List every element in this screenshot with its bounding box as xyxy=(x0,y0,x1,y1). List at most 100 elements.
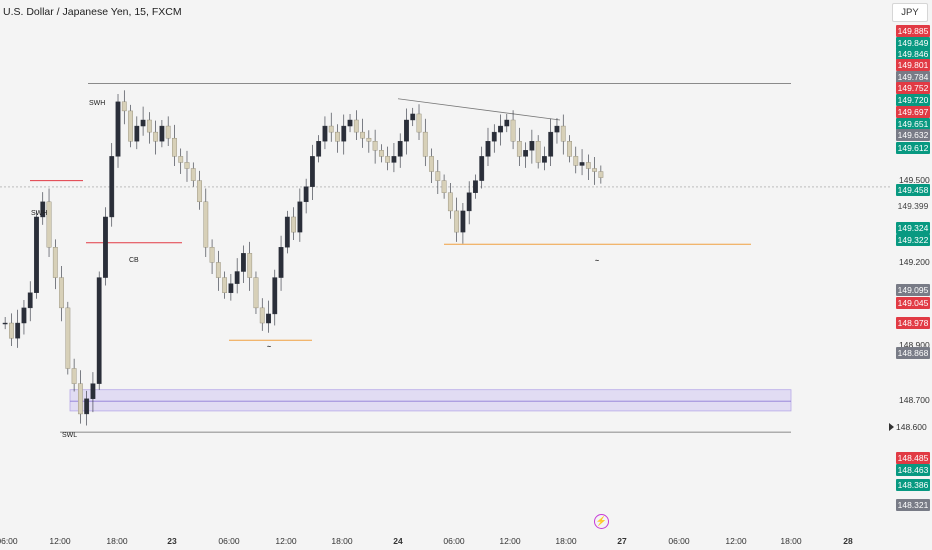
cursor-price-label: 148.600 xyxy=(896,422,927,432)
chart-title[interactable]: U.S. Dollar / Japanese Yen, 15, FXCM xyxy=(3,6,182,18)
candle-body xyxy=(560,125,566,142)
candle-body xyxy=(165,125,171,139)
price-tick: 148.900 xyxy=(899,340,930,350)
price-tick: 149.500 xyxy=(899,175,930,185)
candle-body xyxy=(247,253,253,278)
candle-body xyxy=(485,141,491,157)
candle-body xyxy=(523,150,529,157)
swh-label-left: SWH xyxy=(31,210,48,217)
time-label: 06:00 xyxy=(218,536,240,546)
price-label: 149.458 xyxy=(896,184,930,196)
price-label: 148.485 xyxy=(896,452,930,464)
candle-body xyxy=(178,156,184,163)
price-label: 149.045 xyxy=(896,297,930,309)
current-price-label: 149.399 xyxy=(897,201,929,211)
candle-body xyxy=(535,141,541,163)
time-label: 06:00 xyxy=(443,536,465,546)
price-label: 149.697 xyxy=(896,106,930,118)
candle-body xyxy=(548,131,554,157)
candle-body xyxy=(516,141,522,157)
price-label: 149.322 xyxy=(896,234,930,246)
candle-body xyxy=(491,131,497,142)
candle-body xyxy=(159,125,165,142)
time-label: 12:00 xyxy=(275,536,297,546)
time-label: 28 xyxy=(843,536,853,546)
candle-body xyxy=(297,201,303,233)
candle-body xyxy=(109,156,115,218)
price-label: 149.651 xyxy=(896,118,930,130)
cursor-arrow-icon xyxy=(889,423,894,431)
candle-body xyxy=(121,101,127,112)
currency-button[interactable]: JPY xyxy=(892,3,928,22)
candle-body xyxy=(46,201,52,248)
candle-body xyxy=(360,131,365,139)
candle-body xyxy=(291,216,296,233)
price-label: 149.784 xyxy=(896,71,930,83)
time-label: 12:00 xyxy=(725,536,747,546)
price-label: 149.846 xyxy=(896,48,930,60)
price-label: 149.095 xyxy=(896,284,930,296)
price-label: 149.324 xyxy=(896,222,930,234)
candle-body xyxy=(529,141,535,151)
candle-body xyxy=(259,307,265,324)
candle-body xyxy=(510,119,516,142)
candle-body xyxy=(59,277,64,309)
time-label: 06:00 xyxy=(668,536,690,546)
candle-body xyxy=(341,125,347,142)
candle-body xyxy=(585,162,591,169)
candle-body xyxy=(27,292,33,309)
price-label: 149.612 xyxy=(896,142,930,154)
candle-body xyxy=(128,110,133,142)
candle-body xyxy=(573,156,579,166)
candle-body xyxy=(184,162,190,169)
tilde-label-1: ~ xyxy=(267,344,272,351)
candle-body xyxy=(209,247,215,263)
candle-body xyxy=(404,119,409,142)
candle-body xyxy=(310,156,315,187)
candle-body xyxy=(335,131,340,142)
candle-body xyxy=(65,307,71,369)
candle-body xyxy=(278,247,284,278)
candle-body xyxy=(447,192,453,212)
price-label: 148.463 xyxy=(896,464,930,476)
candle-body xyxy=(2,322,8,325)
price-label: 148.978 xyxy=(896,317,930,329)
price-label: 149.632 xyxy=(896,129,930,141)
candle-body xyxy=(203,201,209,248)
candle-body xyxy=(96,277,102,384)
candle-body xyxy=(466,192,472,212)
candle-body xyxy=(397,141,403,157)
price-label: 149.752 xyxy=(896,82,930,94)
time-label: 18:00 xyxy=(106,536,128,546)
price-label: 149.720 xyxy=(896,94,930,106)
candle-body xyxy=(454,210,460,233)
price-tick: 148.700 xyxy=(899,395,930,405)
tilde-label-2: ~ xyxy=(595,258,600,265)
candle-body xyxy=(372,141,378,151)
time-label: 23 xyxy=(167,536,177,546)
time-label: 18:00 xyxy=(780,536,802,546)
candle-body xyxy=(153,131,159,142)
candle-body xyxy=(115,101,121,157)
price-tick: 149.200 xyxy=(899,257,930,267)
candle-body xyxy=(234,271,240,284)
chart-drawings xyxy=(0,83,890,433)
candle-body xyxy=(391,156,397,163)
candle-body xyxy=(435,171,441,181)
swh-label-top: SWH xyxy=(89,100,106,107)
candle-body xyxy=(190,168,196,181)
flash-icon[interactable]: ⚡ xyxy=(594,514,609,529)
price-label: 148.868 xyxy=(896,347,930,359)
candle-body xyxy=(378,150,384,157)
price-label: 148.386 xyxy=(896,479,930,491)
candle-body xyxy=(567,141,572,157)
candle-body xyxy=(410,113,416,121)
candle-body xyxy=(266,313,271,324)
price-label: 148.321 xyxy=(896,499,930,511)
candle-body xyxy=(272,277,278,315)
candle-body xyxy=(34,216,39,293)
time-label: 12:00 xyxy=(49,536,71,546)
demand-zone xyxy=(69,389,792,412)
candle-body xyxy=(347,119,353,127)
